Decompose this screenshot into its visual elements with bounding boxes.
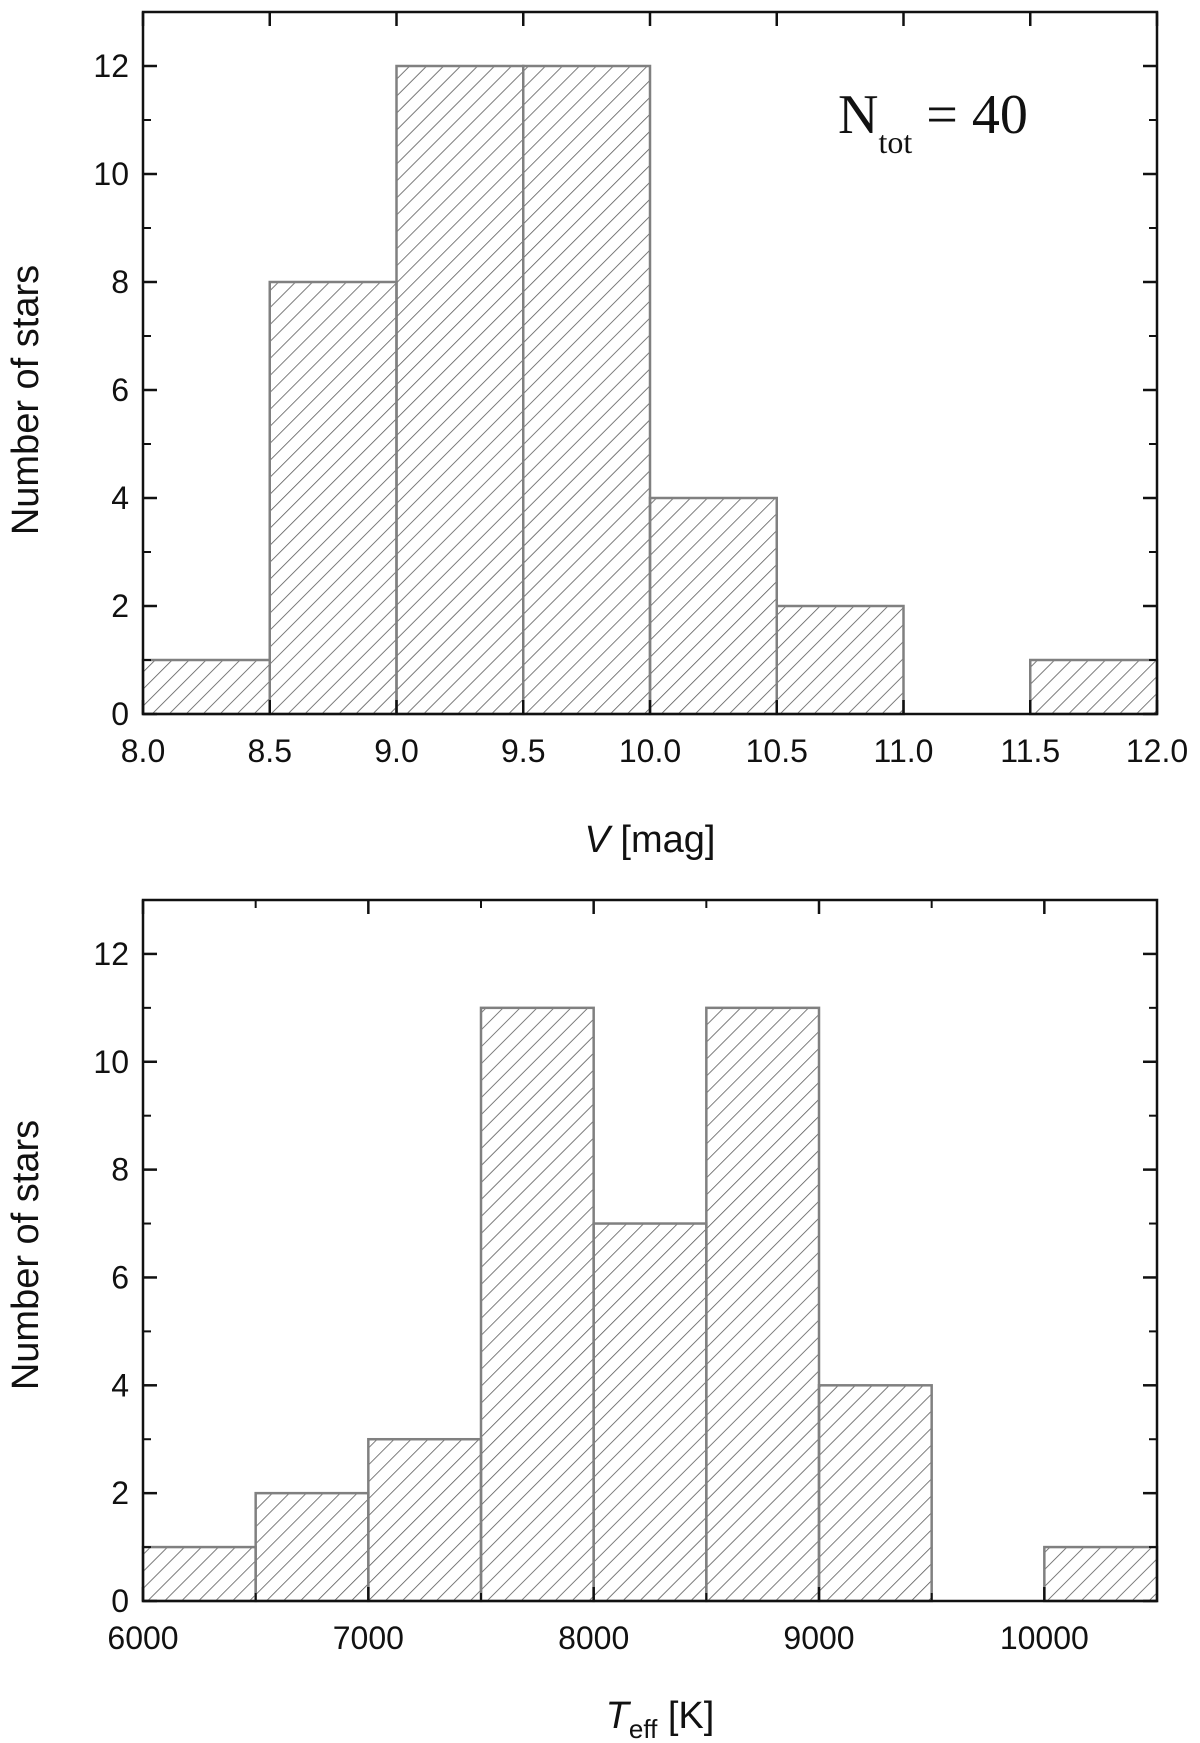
histogram-bar <box>1029 658 1159 716</box>
histogram-bar <box>705 1006 821 1603</box>
v-bars <box>141 64 1159 716</box>
histogram-bar <box>367 1437 483 1603</box>
y-tick-label: 8 <box>111 1152 129 1188</box>
x-tick-label: 9.0 <box>374 733 418 769</box>
x-tick-label: 7000 <box>333 1620 404 1656</box>
y-tick-label: 8 <box>111 264 129 300</box>
x-tick-label: 8000 <box>558 1620 629 1656</box>
x-tick-label: 11.5 <box>1000 733 1060 769</box>
v-ticks <box>141 11 1159 716</box>
v-xtick-labels: 8.0 8.5 9.0 9.5 10.0 10.5 11.0 11.5 12.0 <box>121 733 1188 769</box>
y-tick-label: 12 <box>93 936 129 972</box>
histogram-bar <box>141 658 271 716</box>
total-count-annotation: Ntot = 40 <box>838 84 1028 160</box>
y-tick-label: 10 <box>93 156 129 192</box>
x-tick-label: 8.0 <box>121 733 165 769</box>
teff-histogram: 6000 7000 8000 9000 10000 0 2 4 6 8 10 12 Teff [K]… <box>5 898 1159 1743</box>
x-tick-label: 9.5 <box>501 733 545 769</box>
v-ytick-labels: 0 2 4 6 8 10 12 <box>93 48 129 732</box>
histogram-bar <box>395 64 525 716</box>
x-tick-label: 12.0 <box>1126 733 1188 769</box>
histogram-bar <box>522 64 652 716</box>
histogram-bar <box>141 1545 257 1603</box>
histogram-bar <box>1043 1545 1159 1603</box>
y-tick-label: 0 <box>111 696 129 732</box>
y-tick-label: 0 <box>111 1583 129 1619</box>
x-tick-label: 11.0 <box>874 733 934 769</box>
y-tick-label: 4 <box>111 480 129 516</box>
y-tick-label: 6 <box>111 372 129 408</box>
teff-ytick-labels: 0 2 4 6 8 10 12 <box>93 936 129 1619</box>
histogram-bar <box>592 1222 708 1603</box>
y-tick-label: 10 <box>93 1044 129 1080</box>
histogram-bar <box>254 1491 370 1603</box>
teff-ticks <box>141 899 1158 1603</box>
histogram-bar <box>479 1006 595 1603</box>
histogram-bar <box>775 604 905 716</box>
v-y-axis-label: Number of stars <box>5 265 47 535</box>
v-x-axis-label: V [mag] <box>585 819 716 861</box>
y-tick-label: 2 <box>111 588 129 624</box>
y-tick-label: 2 <box>111 1475 129 1511</box>
y-tick-label: 6 <box>111 1259 129 1295</box>
y-tick-label: 4 <box>111 1367 129 1403</box>
x-tick-label: 6000 <box>107 1620 178 1656</box>
x-tick-label: 8.5 <box>248 733 292 769</box>
teff-bars <box>141 1006 1159 1603</box>
teff-x-axis-label: Teff [K] <box>606 1695 715 1743</box>
teff-plot-frame <box>141 898 1159 1603</box>
v-magnitude-histogram: 8.0 8.5 9.0 9.5 10.0 10.5 11.0 11.5 12.0 0 2 4 6 8 10… <box>5 10 1188 861</box>
teff-y-axis-label: Number of stars <box>5 1120 47 1390</box>
teff-xtick-labels: 6000 7000 8000 9000 10000 <box>107 1620 1088 1656</box>
histogram-bar <box>817 1384 933 1603</box>
x-tick-label: 9000 <box>783 1620 854 1656</box>
histogram-bar <box>268 280 398 716</box>
x-tick-label: 10.5 <box>746 733 808 769</box>
histogram-bar <box>648 496 778 716</box>
x-tick-label: 10.0 <box>619 733 681 769</box>
y-tick-label: 12 <box>93 48 129 84</box>
x-tick-label: 10000 <box>1000 1620 1089 1656</box>
